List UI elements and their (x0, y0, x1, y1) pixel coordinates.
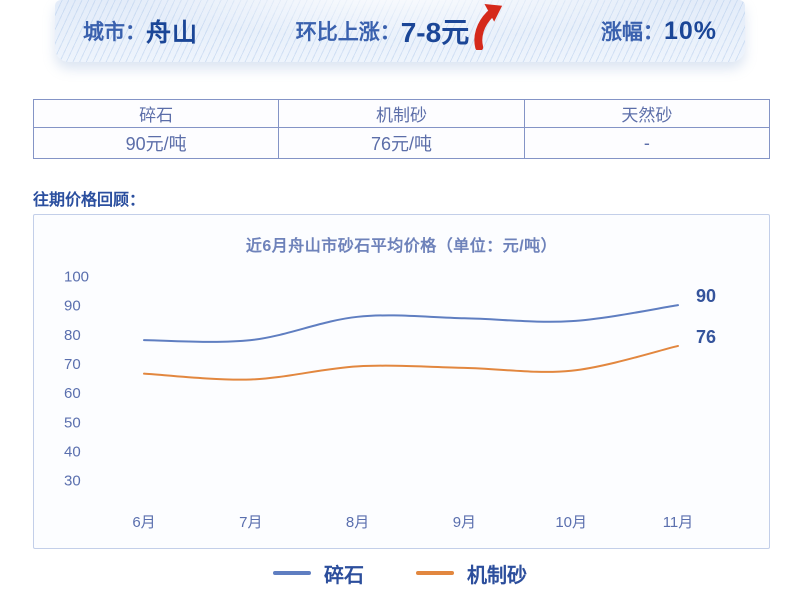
table-header-row: 碎石 机制砂 天然砂 (32, 99, 771, 128)
x-axis-tick-label: 9月 (453, 514, 476, 531)
col-header-machine-sand: 机制砂 (278, 99, 525, 128)
series-end-label: 90 (696, 286, 716, 306)
y-axis-tick-label: 60 (64, 385, 81, 402)
x-axis-tick-label: 7月 (239, 514, 262, 531)
price-natural-sand: - (523, 127, 771, 159)
y-axis-tick-label: 30 (64, 473, 81, 490)
mom-change-group: 环比上涨： 7-8元 (295, 3, 503, 55)
col-header-natural-sand: 天然砂 (523, 99, 771, 128)
y-axis-tick-label: 50 (64, 414, 81, 431)
y-axis-tick-label: 90 (64, 298, 81, 315)
line-chart: 100 90 80 70 60 50 40 30 6月 7月 8月 9月 10月 11月 90 76 (64, 269, 716, 532)
price-machine-sand: 76元/吨 (278, 127, 525, 159)
chart-card: 100 90 80 70 60 50 40 30 6月 7月 8月 9月 10月 11月 90 76 近6月舟… (33, 214, 770, 549)
legend-label: 碎石 (324, 564, 364, 587)
rate-label: 涨幅： (600, 21, 664, 44)
series-line-机制砂 (143, 344, 679, 381)
legend-line-icon (273, 571, 311, 575)
y-axis-tick-label: 40 (64, 443, 81, 460)
city-group: 城市： 舟山 (83, 13, 198, 49)
y-axis-tick-label: 70 (64, 356, 81, 373)
summary-banner: 城市： 舟山 环比上涨： 7-8元 涨幅： 10% (55, 0, 745, 62)
mom-change-label: 环比上涨： (295, 21, 401, 44)
chart-legend: 碎石 机制砂 (0, 557, 800, 589)
legend-label: 机制砂 (467, 564, 527, 587)
legend-item-crushed-stone: 碎石 (273, 559, 364, 588)
city-label: 城市： (83, 21, 146, 44)
col-header-crushed-stone: 碎石 (32, 99, 280, 128)
series-end-label: 76 (696, 327, 716, 347)
price-table: 碎石 机制砂 天然砂 90元/吨 76元/吨 - (32, 99, 771, 159)
x-axis-tick-label: 11月 (663, 514, 694, 531)
price-crushed-stone: 90元/吨 (32, 127, 280, 159)
city-value: 舟山 (146, 19, 199, 47)
y-axis-tick-label: 100 (64, 269, 89, 286)
legend-line-icon (416, 571, 454, 575)
x-axis-tick-label: 6月 (132, 514, 155, 531)
x-axis-tick-label: 10月 (555, 514, 587, 531)
rise-arrow-icon (473, 2, 503, 55)
chart-title: 近6月舟山市砂石平均价格（单位：元/吨） (245, 238, 558, 255)
rate-group: 涨幅： 10% (601, 16, 717, 46)
series-line-碎石 (143, 304, 679, 343)
rate-value: 10% (663, 16, 717, 45)
x-axis-tick-label: 8月 (346, 514, 369, 531)
table-value-row: 90元/吨 76元/吨 - (32, 127, 771, 159)
legend-item-machine-sand: 机制砂 (416, 559, 527, 588)
y-axis-tick-label: 80 (64, 327, 81, 344)
mom-change-value: 7-8元 (400, 17, 470, 48)
history-section-label: 往期价格回顾： (33, 192, 146, 209)
